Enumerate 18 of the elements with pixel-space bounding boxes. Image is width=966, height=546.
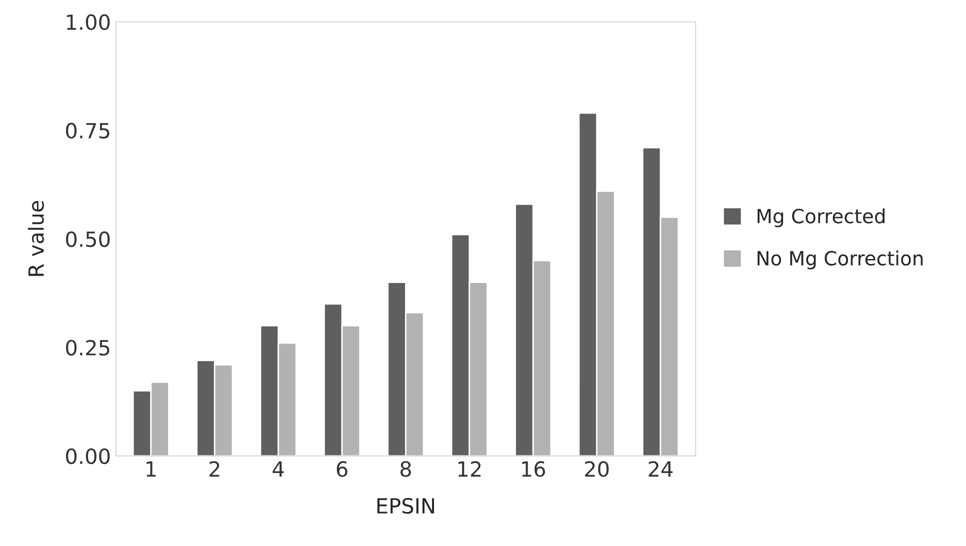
y-axis-title: R value xyxy=(28,200,44,276)
x-tick-label: 24 xyxy=(648,461,673,477)
x-axis-title: EPSIN xyxy=(377,498,434,514)
x-tick-label: 6 xyxy=(336,461,348,477)
legend-label: Mg Corrected xyxy=(758,208,885,228)
x-tick-label: 16 xyxy=(522,461,546,477)
x-tick-label: 8 xyxy=(400,461,411,477)
y-tick-label: 0.00 xyxy=(66,448,110,464)
x-tick-label: 1 xyxy=(146,461,156,477)
x-tick-label: 4 xyxy=(272,461,284,477)
y-tick-label: 0.75 xyxy=(66,122,110,139)
y-tick-label: 1.00 xyxy=(66,14,110,30)
legend-label: No Mg Correction xyxy=(758,250,923,270)
y-tick-label: 0.50 xyxy=(66,231,110,248)
x-tick-label: 2 xyxy=(210,461,220,477)
x-tick-label: 20 xyxy=(585,461,609,477)
x-tick-label: 12 xyxy=(458,461,481,477)
y-tick-label: 0.25 xyxy=(66,340,110,356)
